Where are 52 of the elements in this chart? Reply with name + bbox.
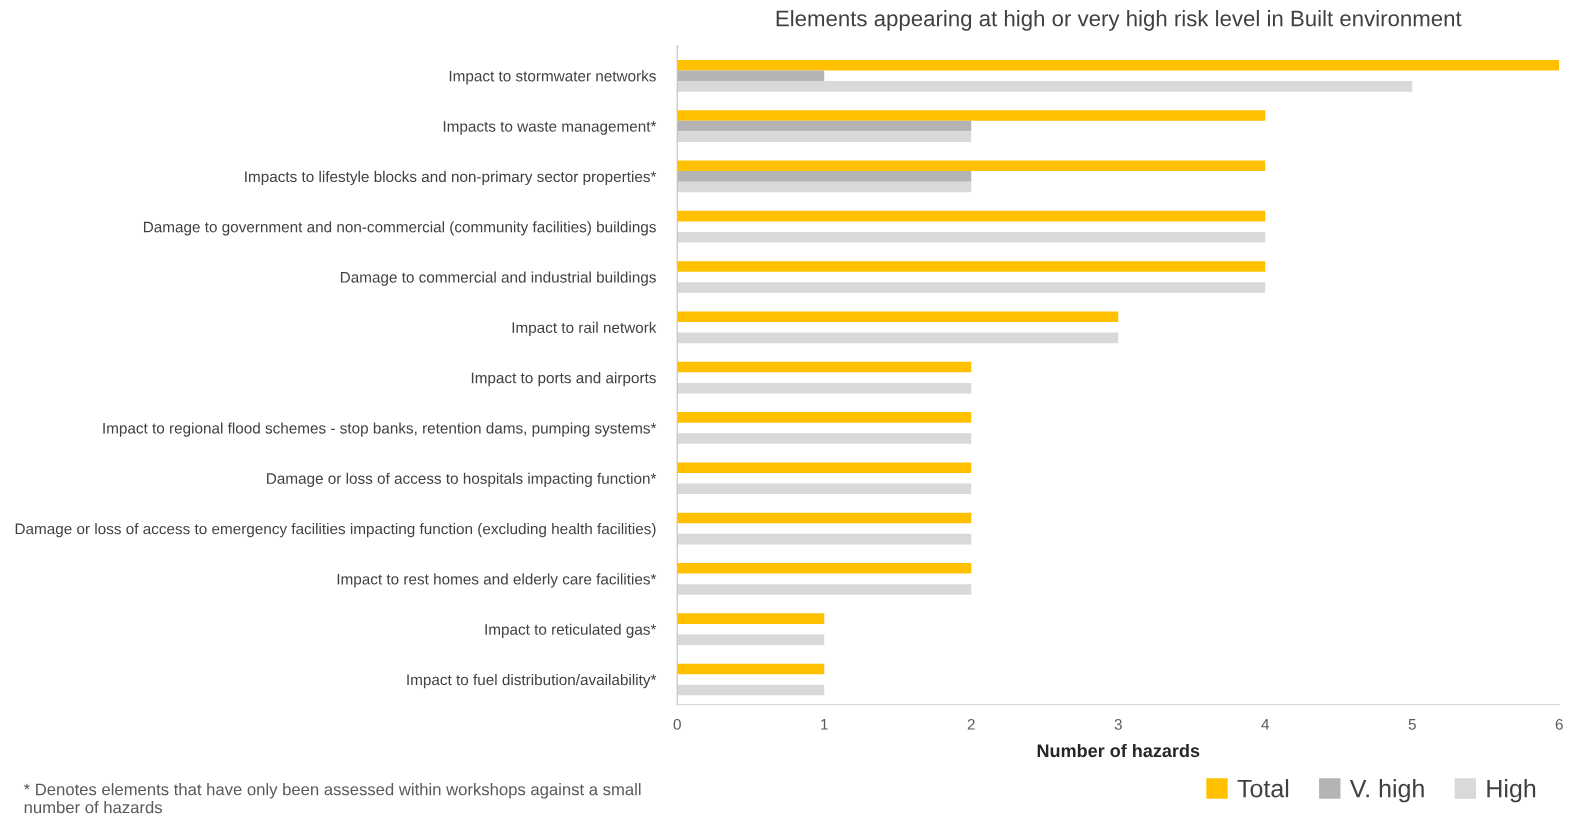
chart-title: Elements appearing at high or very high risk level in Built environment [776, 10, 1462, 31]
legend-label: Total [1237, 779, 1289, 798]
bar [677, 59, 1560, 71]
bar [677, 462, 972, 473]
legend-label: High [1487, 779, 1536, 803]
bar [677, 160, 1266, 172]
y-tick-label: Damage to government and non-commercial (community facilities) buildings [143, 221, 656, 236]
bar [677, 563, 972, 574]
x-axis-title: Number of hazards [1037, 743, 1200, 758]
y-tick-label: Impact to reticulated gas* [485, 623, 657, 638]
bar [677, 663, 825, 675]
bar [677, 181, 972, 193]
text: * Denotes elements that have only been assessed within workshops against a small number of hazards [23, 783, 641, 814]
bar [677, 110, 1266, 121]
x-tick-label: 6 [1555, 718, 1563, 730]
bar [677, 361, 972, 373]
bar [677, 684, 825, 696]
y-tick-label: Impact to fuel distribution/availability* [407, 673, 657, 689]
bar [677, 634, 825, 646]
x-tick-label: 1 [821, 719, 828, 730]
bar [677, 483, 972, 495]
y-tick-label: Impact to rest homes and elderly care facilities* [337, 573, 657, 588]
y-tick-label: Impact to regional flood schemes - stop banks, retention dams, pumping systems* [103, 422, 657, 437]
bar [677, 282, 1266, 293]
bar [677, 131, 972, 142]
bar [677, 382, 972, 394]
bar [677, 433, 972, 444]
bar [677, 231, 1266, 243]
bar [677, 512, 972, 524]
x-tick-label: 4 [1261, 719, 1270, 730]
y-tick-label: Damage or loss of access to hospitals impacting function* [267, 472, 657, 487]
bar [677, 261, 1266, 272]
bar [677, 332, 1119, 344]
y-tick-label: Impact to ports and airports [471, 372, 656, 387]
legend-label: V. high [1349, 779, 1424, 803]
y-tick-label: Impact to stormwater networks [449, 70, 656, 85]
bar [677, 311, 1119, 323]
bar [677, 412, 972, 423]
bar [677, 584, 972, 595]
x-tick-label: 2 [967, 718, 975, 730]
y-tick-label: Impacts to waste management* [443, 121, 657, 135]
bar [677, 533, 972, 545]
y-tick-label: Damage or loss of access to emergency facilities impacting function (excluding health facilities) [15, 523, 656, 538]
y-tick-label: Impacts to lifestyle blocks and non-primary sector properties* [245, 170, 657, 186]
y-tick-label: Impact to rail network [512, 321, 657, 337]
bar [677, 613, 825, 624]
y-tick-label: Damage to commercial and industrial buildings [340, 271, 656, 286]
bar [677, 81, 1413, 92]
x-tick-label: 0 [673, 718, 681, 730]
x-tick-label: 5 [1408, 719, 1416, 730]
bar [677, 210, 1266, 222]
x-tick-label: 3 [1114, 718, 1122, 730]
